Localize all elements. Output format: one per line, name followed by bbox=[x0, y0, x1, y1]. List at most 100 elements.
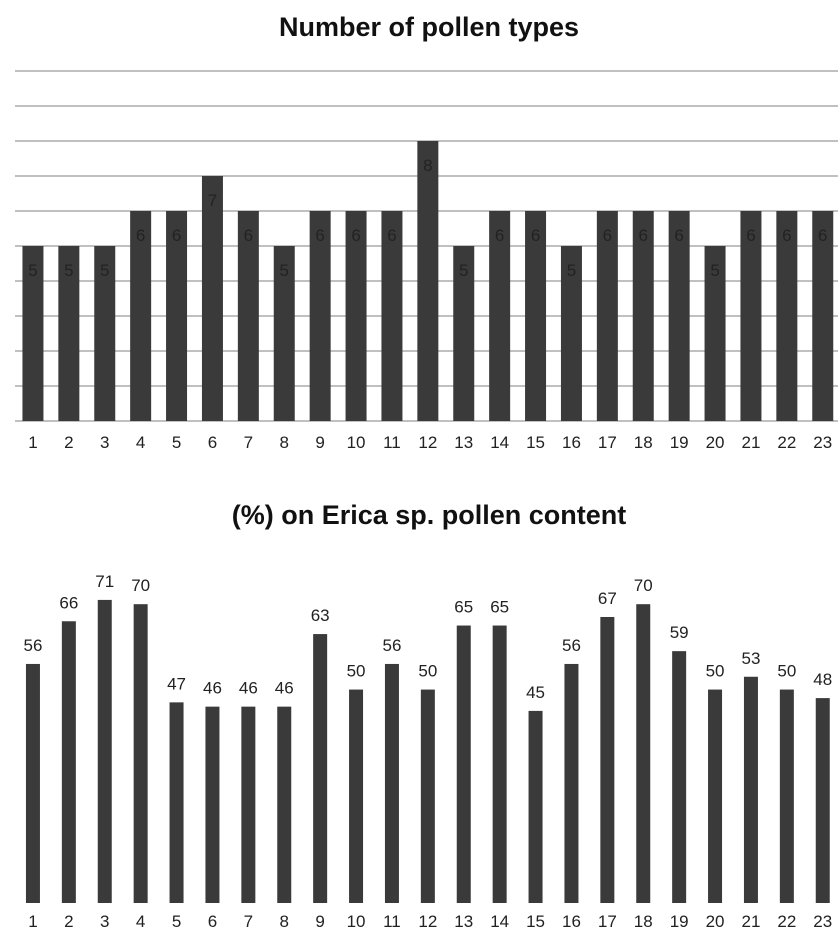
bar bbox=[596, 211, 618, 421]
x-tick-label: 18 bbox=[634, 912, 653, 931]
bar bbox=[815, 698, 830, 903]
bar bbox=[22, 246, 44, 421]
data-label: 46 bbox=[203, 679, 222, 698]
data-label: 70 bbox=[131, 576, 150, 595]
data-label: 50 bbox=[777, 662, 796, 681]
x-tick-label: 13 bbox=[454, 912, 473, 931]
bar bbox=[349, 689, 364, 903]
x-tick-label: 6 bbox=[208, 912, 217, 931]
x-tick-label: 9 bbox=[315, 433, 324, 452]
data-label: 6 bbox=[244, 226, 253, 245]
data-label: 5 bbox=[64, 261, 73, 280]
x-tick-label: 21 bbox=[741, 433, 760, 452]
bar bbox=[205, 706, 220, 903]
x-tick-label: 7 bbox=[244, 912, 253, 931]
pollen-types-plot: 5152536465766758696106118125136146155166… bbox=[15, 70, 838, 452]
x-tick-label: 2 bbox=[64, 912, 73, 931]
data-label: 67 bbox=[598, 589, 617, 608]
x-tick-label: 6 bbox=[208, 433, 217, 452]
x-tick-label: 8 bbox=[280, 912, 289, 931]
bar bbox=[740, 211, 762, 421]
data-label: 5 bbox=[28, 261, 37, 280]
x-tick-label: 17 bbox=[598, 912, 617, 931]
bar bbox=[489, 211, 511, 421]
bar bbox=[636, 604, 651, 903]
bar bbox=[58, 246, 80, 421]
erica-content-plot: 56 1 66 2 71 3 70 4 47 5 46 6 46 7 46 8 63 9 50 10 56 11 50 12 6… bbox=[23, 572, 832, 931]
x-tick-label: 4 bbox=[136, 433, 145, 452]
data-label: 6 bbox=[639, 226, 648, 245]
data-label: 56 bbox=[382, 636, 401, 655]
bar bbox=[130, 211, 152, 421]
chart-title: Number of pollen types bbox=[278, 12, 580, 42]
data-label: 6 bbox=[495, 226, 504, 245]
x-tick-label: 23 bbox=[813, 912, 832, 931]
x-tick-label: 9 bbox=[315, 912, 324, 931]
x-tick-label: 3 bbox=[100, 433, 109, 452]
data-label: 65 bbox=[490, 598, 509, 617]
data-label: 6 bbox=[531, 226, 540, 245]
bar bbox=[309, 211, 331, 421]
data-label: 6 bbox=[172, 226, 181, 245]
x-tick-label: 23 bbox=[813, 433, 832, 452]
data-label: 6 bbox=[746, 226, 755, 245]
bar bbox=[169, 702, 184, 903]
x-tick-label: 16 bbox=[562, 433, 581, 452]
bar bbox=[61, 621, 76, 903]
data-label: 65 bbox=[454, 598, 473, 617]
x-tick-label: 16 bbox=[562, 912, 581, 931]
bar bbox=[277, 706, 292, 903]
data-label: 46 bbox=[275, 679, 294, 698]
x-tick-label: 12 bbox=[418, 433, 437, 452]
bar bbox=[743, 676, 758, 903]
bar bbox=[704, 246, 726, 421]
bar bbox=[453, 246, 475, 421]
x-tick-label: 15 bbox=[526, 433, 545, 452]
bar bbox=[384, 663, 399, 903]
x-tick-label: 2 bbox=[64, 433, 73, 452]
x-tick-label: 11 bbox=[383, 433, 401, 452]
chart-title: (%) on Erica sp. pollen content bbox=[231, 500, 627, 530]
bar bbox=[528, 710, 543, 903]
data-label: 50 bbox=[347, 662, 366, 681]
x-tick-label: 20 bbox=[706, 912, 725, 931]
data-label: 50 bbox=[706, 662, 725, 681]
x-tick-label: 19 bbox=[670, 433, 689, 452]
bar bbox=[237, 211, 259, 421]
bar bbox=[201, 176, 223, 421]
x-tick-label: 14 bbox=[490, 912, 509, 931]
bar bbox=[708, 689, 723, 903]
x-tick-label: 7 bbox=[244, 433, 253, 452]
data-label: 6 bbox=[782, 226, 791, 245]
data-label: 66 bbox=[59, 593, 78, 612]
data-label: 6 bbox=[603, 226, 612, 245]
bar bbox=[564, 663, 579, 903]
bar bbox=[668, 211, 690, 421]
data-label: 53 bbox=[741, 649, 760, 668]
bar bbox=[525, 211, 547, 421]
x-tick-label: 17 bbox=[598, 433, 617, 452]
x-tick-label: 10 bbox=[347, 433, 366, 452]
bar bbox=[632, 211, 654, 421]
x-tick-label: 8 bbox=[280, 433, 289, 452]
x-tick-label: 22 bbox=[777, 433, 796, 452]
x-tick-label: 19 bbox=[670, 912, 689, 931]
bar bbox=[492, 625, 507, 903]
x-tick-label: 1 bbox=[28, 912, 37, 931]
data-label: 5 bbox=[459, 261, 468, 280]
bar bbox=[345, 211, 367, 421]
x-tick-label: 15 bbox=[526, 912, 545, 931]
x-tick-label: 5 bbox=[172, 433, 181, 452]
x-tick-label: 5 bbox=[172, 912, 181, 931]
data-label: 56 bbox=[562, 636, 581, 655]
data-label: 6 bbox=[136, 226, 145, 245]
x-tick-label: 13 bbox=[454, 433, 473, 452]
bar bbox=[166, 211, 188, 421]
data-label: 5 bbox=[710, 261, 719, 280]
data-label: 47 bbox=[167, 674, 186, 693]
bar bbox=[133, 604, 148, 903]
data-label: 56 bbox=[23, 636, 42, 655]
bar bbox=[420, 689, 435, 903]
data-label: 6 bbox=[351, 226, 360, 245]
